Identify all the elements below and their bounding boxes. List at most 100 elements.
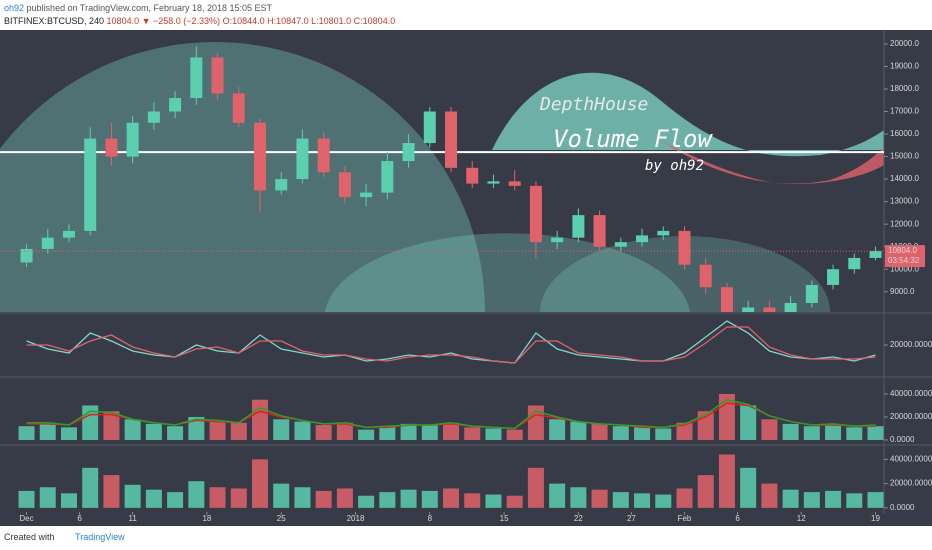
chart: DepthHouse Volume Flow by oh92 Dec 6 11 18 2… xyxy=(0,30,932,526)
countdown: 03:54:32 xyxy=(888,256,920,265)
volume-bar xyxy=(634,493,651,508)
volume-bar xyxy=(421,425,438,440)
volume-bar xyxy=(549,419,566,440)
candle-body xyxy=(211,57,224,94)
candle-body xyxy=(423,111,436,144)
x-tick-label: Feb xyxy=(678,514,692,523)
candle-body xyxy=(62,230,75,238)
volume-bar xyxy=(825,490,842,508)
footer: Created with TradingView xyxy=(4,532,125,542)
volume-bar xyxy=(761,419,778,440)
volume-bar xyxy=(39,422,56,440)
x-tick-label: 6 xyxy=(77,514,82,523)
y-tick-label: 0.0000 xyxy=(890,503,915,512)
volume-bar xyxy=(188,481,205,508)
x-tick-label: 15 xyxy=(500,514,509,523)
plot-layer: Dec 6 11 18 25 2018 8 15 22 27 Feb 6 12 19 9000.0 10000… xyxy=(0,30,932,523)
volume-bar xyxy=(740,405,757,440)
x-tick-label: 11 xyxy=(128,514,137,523)
volume-bar xyxy=(294,487,311,508)
x-tick-label: 12 xyxy=(797,514,806,523)
y-tick-label: 16000.0 xyxy=(890,129,919,138)
author[interactable]: oh92 xyxy=(4,3,25,13)
candle-body xyxy=(699,264,712,288)
candle-body xyxy=(763,307,776,312)
volume-bar xyxy=(697,411,714,440)
brand[interactable]: TradingView xyxy=(75,532,125,542)
y-tick-label: 17000.0 xyxy=(890,107,919,116)
volume-bar xyxy=(209,421,226,440)
volume-bar xyxy=(145,489,162,508)
volume-bar xyxy=(230,488,247,508)
volume-bar xyxy=(846,493,863,508)
volume-bar xyxy=(761,483,778,508)
volume-bar xyxy=(634,427,651,440)
y-tick-label: 9000.0 xyxy=(890,287,915,296)
volume-bar xyxy=(379,426,396,440)
candle-body xyxy=(275,179,288,191)
candle-body xyxy=(169,98,182,112)
volume-bar xyxy=(167,492,184,508)
y-tick-label: 20000.0000 xyxy=(890,479,932,488)
volume-bar xyxy=(549,483,566,508)
volume-bar xyxy=(315,425,332,440)
x-tick-label: Dec xyxy=(19,514,33,523)
volume-bar xyxy=(782,489,799,508)
candle-body xyxy=(593,215,606,247)
volume-bar xyxy=(825,425,842,440)
volume-bar xyxy=(124,484,141,508)
pane xyxy=(0,46,884,312)
volume-bar xyxy=(60,427,77,440)
symbol: BITFINEX:BTCUSD, 240 xyxy=(4,16,105,26)
volume-bar xyxy=(676,488,693,508)
volume-bar xyxy=(145,423,162,440)
candle-body xyxy=(105,138,118,157)
volume-bar xyxy=(867,492,884,508)
y-tick-label: 40000.0000 xyxy=(890,454,932,463)
candle-body xyxy=(126,122,139,157)
volume-bar xyxy=(273,419,290,440)
volume-bar xyxy=(336,488,353,508)
volume-bar xyxy=(506,495,523,508)
volume-bar xyxy=(570,421,587,440)
volume-bar xyxy=(273,483,290,508)
publish-line: oh92 published on TradingView.com, Febru… xyxy=(4,3,272,13)
candle-body xyxy=(254,122,266,191)
volume-bar xyxy=(655,494,672,508)
y-tick-label: 20000.0000 xyxy=(890,412,932,421)
x-tick-label: 18 xyxy=(202,514,211,523)
x-tick-label: 27 xyxy=(627,514,636,523)
volume-bar xyxy=(591,423,608,440)
volume-bar xyxy=(209,487,226,508)
candle-body xyxy=(296,138,309,180)
candle-body xyxy=(848,257,861,270)
volume-bar xyxy=(485,428,502,440)
series-line xyxy=(26,398,876,430)
series-line xyxy=(26,320,876,364)
candle-body xyxy=(572,215,585,238)
candle-body xyxy=(827,269,840,285)
x-tick-label: 6 xyxy=(735,514,740,523)
x-tick-label: 25 xyxy=(277,514,286,523)
volume-bar xyxy=(336,422,353,440)
volume-bar xyxy=(188,416,205,440)
published: published on TradingView.com, February 1… xyxy=(26,3,273,13)
candle-body xyxy=(784,302,797,312)
volume-bar xyxy=(803,492,820,508)
candle-body xyxy=(720,287,733,312)
candle-body xyxy=(466,167,479,184)
series-line xyxy=(26,326,876,364)
candle-body xyxy=(805,284,818,303)
candle-body xyxy=(614,242,627,247)
y-tick-label: 20000.0 xyxy=(890,39,919,48)
volume-bar xyxy=(103,475,120,508)
candle-body xyxy=(445,111,458,168)
volume-bar xyxy=(443,488,460,508)
volume-bar xyxy=(82,467,99,508)
volume-bar xyxy=(379,492,396,508)
candle-body xyxy=(41,237,54,249)
volume-bar xyxy=(740,467,757,508)
pane xyxy=(18,393,884,440)
x-tick-label: 19 xyxy=(871,514,880,523)
volume-bar xyxy=(782,423,799,440)
